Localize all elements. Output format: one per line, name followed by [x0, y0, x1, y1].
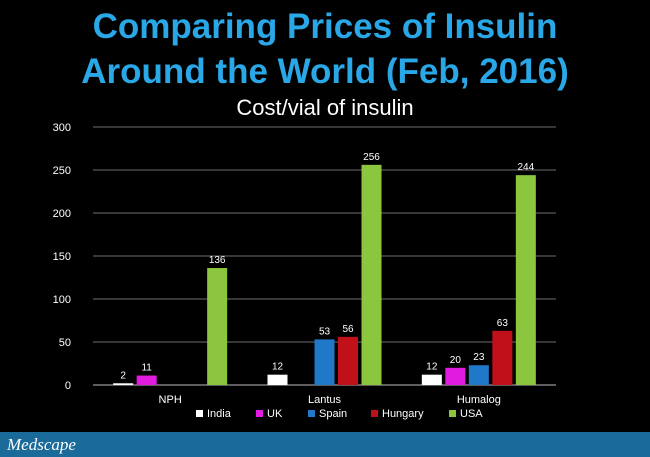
- bar-hungary-lantus: [338, 336, 358, 385]
- bar-usa-humalog: [515, 175, 536, 385]
- data-label: 53: [319, 326, 331, 337]
- y-tick-label: 50: [59, 337, 71, 349]
- x-tick-label: Lantus: [308, 394, 342, 406]
- slide-title-line-1: Comparing Prices of Insulin: [92, 7, 558, 46]
- chart-title: Cost/vial of insulin: [236, 95, 414, 120]
- bar-hungary-humalog: [492, 330, 513, 385]
- footer-bar: Medscape: [0, 432, 650, 457]
- bar-india-humalog: [421, 374, 442, 385]
- data-label: 12: [272, 362, 284, 373]
- y-tick-label: 0: [65, 380, 71, 392]
- legend-swatch-usa: [449, 410, 456, 417]
- bar-india-lantus: [267, 374, 288, 385]
- data-label: 56: [342, 324, 354, 335]
- data-label: 23: [473, 352, 485, 363]
- legend-label-usa: USA: [460, 408, 483, 420]
- legend-swatch-spain: [308, 410, 315, 417]
- slide-title-line-2: Around the World (Feb, 2016): [81, 52, 569, 91]
- bar-india-nph: [113, 383, 134, 385]
- y-tick-label: 250: [53, 165, 71, 177]
- legend-swatch-uk: [256, 410, 263, 417]
- data-label: 12: [426, 362, 438, 373]
- y-tick-label: 150: [53, 251, 71, 263]
- bar-spain-humalog: [468, 365, 489, 385]
- medscape-logo: Medscape: [7, 435, 76, 454]
- bar-usa-nph: [207, 268, 228, 385]
- data-label: 63: [497, 318, 509, 329]
- data-label: 11: [141, 363, 152, 374]
- y-tick-label: 100: [53, 294, 71, 306]
- y-tick-label: 200: [53, 208, 71, 220]
- bar-uk-humalog: [445, 367, 466, 385]
- legend-swatch-hungary: [371, 410, 378, 417]
- y-tick-label: 300: [53, 122, 71, 134]
- data-label: 20: [450, 355, 462, 366]
- x-tick-label: NPH: [159, 394, 182, 406]
- legend-swatch-india: [196, 410, 203, 417]
- data-label: 2: [120, 370, 126, 381]
- bar-uk-nph: [136, 375, 157, 385]
- legend-label-spain: Spain: [319, 408, 347, 420]
- x-tick-label: Humalog: [457, 394, 501, 406]
- bar-spain-lantus: [314, 339, 335, 385]
- data-label: 244: [517, 162, 534, 173]
- data-label: 136: [209, 255, 226, 266]
- legend-label-uk: UK: [267, 408, 283, 420]
- legend-label-india: India: [207, 408, 232, 420]
- legend-label-hungary: Hungary: [382, 408, 424, 420]
- bar-chart: 0 50 100 150 200 250 300 2 11 136 NPH 12 53 56 256 Lant…: [53, 122, 556, 420]
- slide-title: Comparing Prices of Insulin Around the W…: [0, 4, 650, 94]
- bar-usa-lantus: [361, 164, 382, 385]
- data-label: 256: [363, 152, 380, 163]
